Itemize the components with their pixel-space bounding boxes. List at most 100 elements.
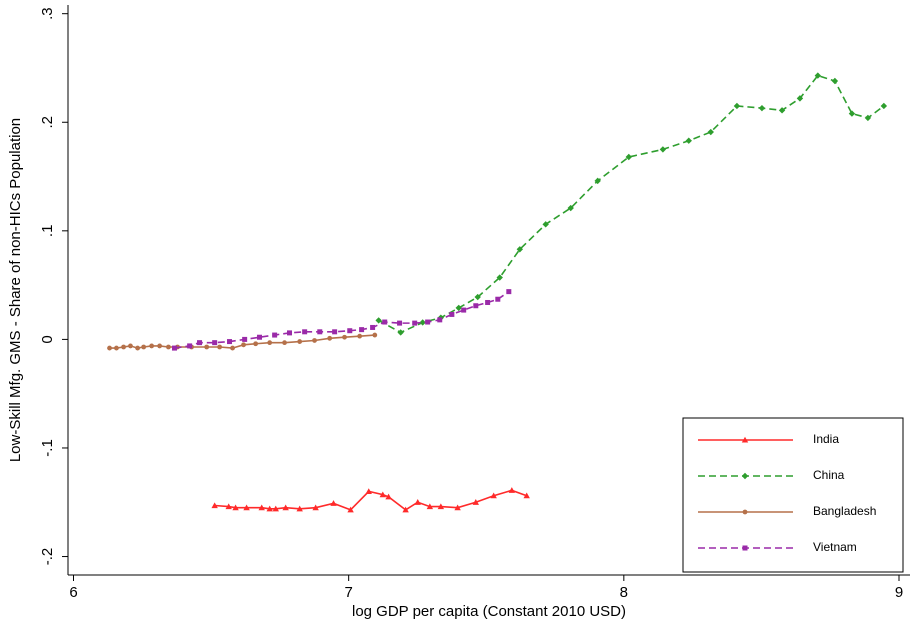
y-tick-label: -.1 [39, 439, 56, 457]
marker [733, 102, 741, 110]
marker [485, 299, 491, 305]
marker [490, 492, 497, 499]
marker [625, 153, 632, 161]
marker [204, 344, 210, 350]
marker [217, 344, 223, 350]
series-line [174, 290, 510, 349]
marker [171, 345, 177, 351]
marker [831, 77, 839, 85]
legend-label: Bangladesh [813, 504, 876, 518]
marker [242, 336, 248, 342]
marker [796, 95, 804, 102]
marker [419, 319, 426, 326]
marker [166, 344, 171, 350]
legend-label: Vietnam [813, 540, 857, 554]
marker [397, 320, 403, 326]
marker [880, 102, 888, 110]
marker [267, 340, 273, 346]
marker [272, 332, 278, 338]
marker [567, 204, 574, 212]
x-axis-title: log GDP per capita (Constant 2010 USD) [352, 603, 626, 620]
marker [230, 345, 235, 351]
marker [414, 499, 421, 505]
marker [461, 307, 467, 313]
marker [426, 503, 434, 510]
legend-marker [741, 436, 749, 443]
y-tick-label: .3 [39, 7, 56, 20]
marker [312, 338, 317, 343]
y-tick-label: .2 [39, 116, 56, 129]
marker [157, 343, 163, 349]
marker [257, 334, 263, 340]
legend-marker [742, 509, 748, 515]
marker [372, 332, 378, 338]
marker [365, 488, 372, 494]
legend-label: India [813, 432, 839, 446]
y-tick-label: .1 [39, 225, 56, 238]
marker [197, 340, 203, 346]
marker [128, 343, 133, 349]
marker [508, 487, 516, 493]
marker [523, 492, 530, 499]
marker [107, 345, 112, 351]
x-tick-label: 8 [620, 584, 628, 601]
x-tick-label: 9 [895, 584, 903, 601]
marker [375, 317, 382, 324]
legend-marker [741, 472, 749, 480]
marker [496, 274, 503, 281]
marker [141, 344, 147, 350]
y-axis-title: Low-Skill Mfg. GMS - Share of non-HICs P… [7, 118, 24, 462]
marker [211, 502, 218, 509]
marker [296, 505, 303, 512]
marker [114, 345, 119, 351]
marker [659, 146, 667, 153]
legend-box [682, 417, 904, 573]
legend-label: China [813, 468, 845, 482]
series-line [378, 74, 885, 334]
y-tick-label: 0 [39, 335, 56, 343]
marker [266, 505, 273, 512]
marker [121, 344, 126, 350]
marker [473, 303, 479, 309]
marker [241, 342, 246, 348]
marker [357, 333, 363, 339]
marker [437, 317, 443, 323]
marker [864, 114, 872, 122]
marker [594, 177, 601, 185]
y-tick-label: -.2 [39, 548, 56, 566]
marker [758, 104, 766, 112]
marker [379, 491, 386, 498]
marker [382, 319, 388, 325]
marker [516, 246, 524, 253]
marker [412, 320, 418, 326]
marker [707, 128, 714, 136]
marker [243, 504, 250, 511]
marker [330, 500, 337, 506]
marker [327, 335, 333, 341]
marker [282, 340, 287, 346]
marker [253, 341, 259, 347]
marker [454, 504, 461, 511]
marker [506, 289, 512, 295]
x-tick-label: 6 [69, 584, 77, 601]
marker [385, 493, 392, 500]
marker [332, 329, 338, 335]
marker [542, 221, 549, 228]
marker [272, 505, 279, 512]
x-tick-label: 7 [344, 584, 352, 601]
marker [848, 110, 856, 117]
marker [685, 137, 692, 144]
legend-marker [742, 545, 748, 551]
marker [472, 499, 479, 505]
marker [227, 339, 233, 345]
marker [370, 324, 376, 330]
marker [495, 296, 501, 302]
marker [187, 343, 193, 349]
marker [212, 340, 218, 346]
marker [778, 107, 786, 114]
marker [437, 503, 445, 510]
legend: India China Bangladesh Vietnam [682, 417, 904, 573]
series-line [214, 489, 527, 511]
